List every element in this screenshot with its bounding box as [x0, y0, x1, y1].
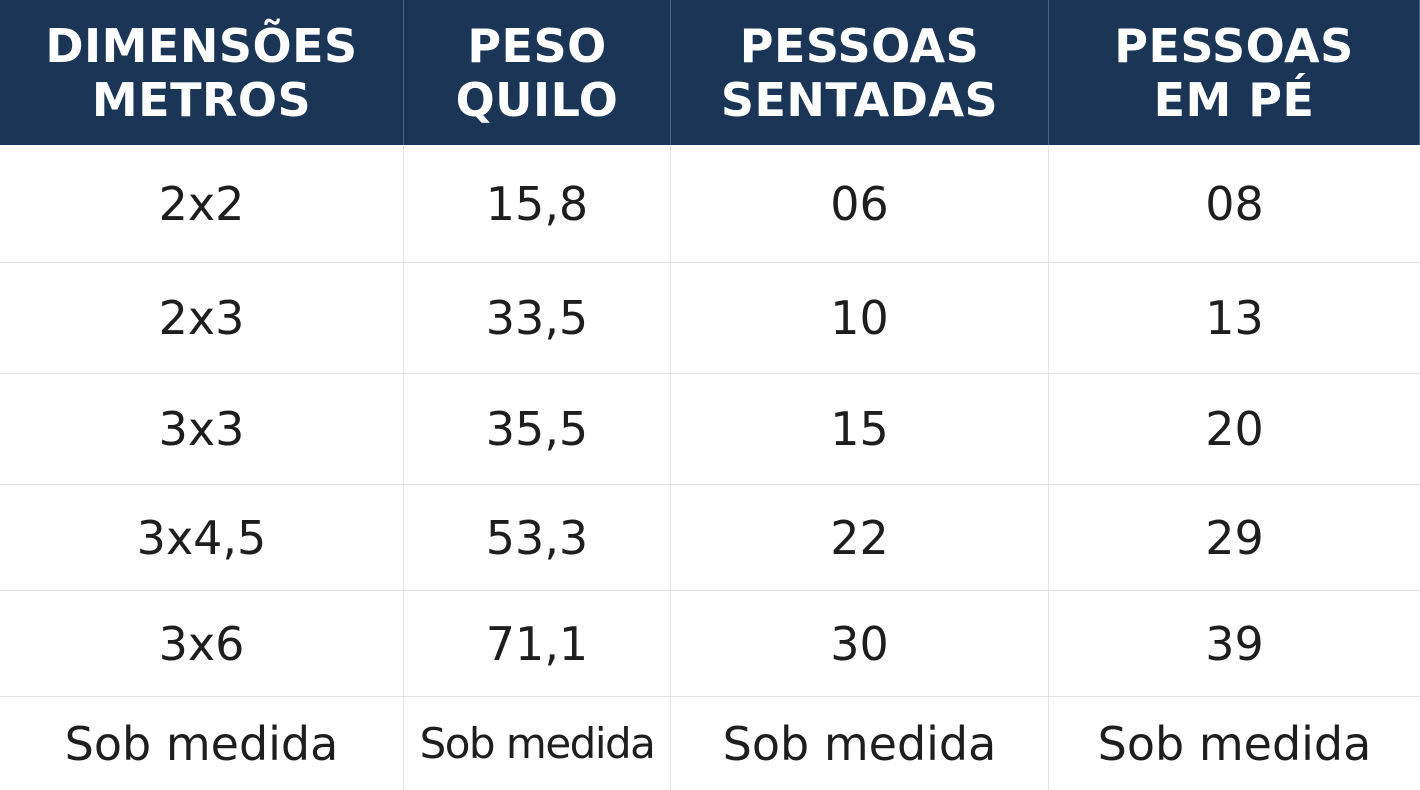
header-line: DIMENSÕES	[45, 18, 358, 73]
cell-seated: 30	[671, 591, 1049, 697]
cell-weight: 71,1	[404, 591, 671, 697]
cell-standing: 08	[1049, 145, 1420, 263]
cell-weight: 35,5	[404, 374, 671, 485]
cell-dimensions: 2x2	[0, 145, 404, 263]
header-line: SENTADAS	[720, 72, 999, 127]
cell-dimensions: 2x3	[0, 263, 404, 374]
cell-weight: 33,5	[404, 263, 671, 374]
cell-seated: 15	[671, 374, 1049, 485]
cell-dimensions: Sob medida	[0, 697, 404, 790]
cell-dimensions: 3x4,5	[0, 485, 404, 591]
header-line: EM PÉ	[1153, 72, 1315, 127]
cell-dimensions: 3x3	[0, 374, 404, 485]
header-line: PESO	[467, 18, 607, 73]
cell-weight: 53,3	[404, 485, 671, 591]
header-line: PESSOAS	[1114, 18, 1354, 73]
cell-standing: 39	[1049, 591, 1420, 697]
cell-standing: Sob medida	[1097, 716, 1372, 771]
cell-standing: 20	[1049, 374, 1420, 485]
cell-dimensions: 3x6	[0, 591, 404, 697]
header-dimensions: DIMENSÕES METROS	[0, 0, 404, 145]
cell-seated: Sob medida	[671, 697, 1049, 790]
header-line: QUILO	[455, 72, 619, 127]
cell-weight: 15,8	[404, 145, 671, 263]
header-seated: PESSOAS SENTADAS	[671, 0, 1049, 145]
header-weight: PESO QUILO	[404, 0, 671, 145]
cell-weight: Sob medida	[404, 697, 671, 790]
cell-standing: 13	[1049, 263, 1420, 374]
header-standing: PESSOAS EM PÉ	[1049, 0, 1420, 145]
cell-seated: 22	[671, 485, 1049, 591]
header-line: PESSOAS	[739, 18, 980, 73]
cell-standing: 29	[1049, 485, 1420, 591]
cell-seated: 10	[671, 263, 1049, 374]
header-line: METROS	[91, 72, 312, 127]
cell-seated: 06	[671, 145, 1049, 263]
